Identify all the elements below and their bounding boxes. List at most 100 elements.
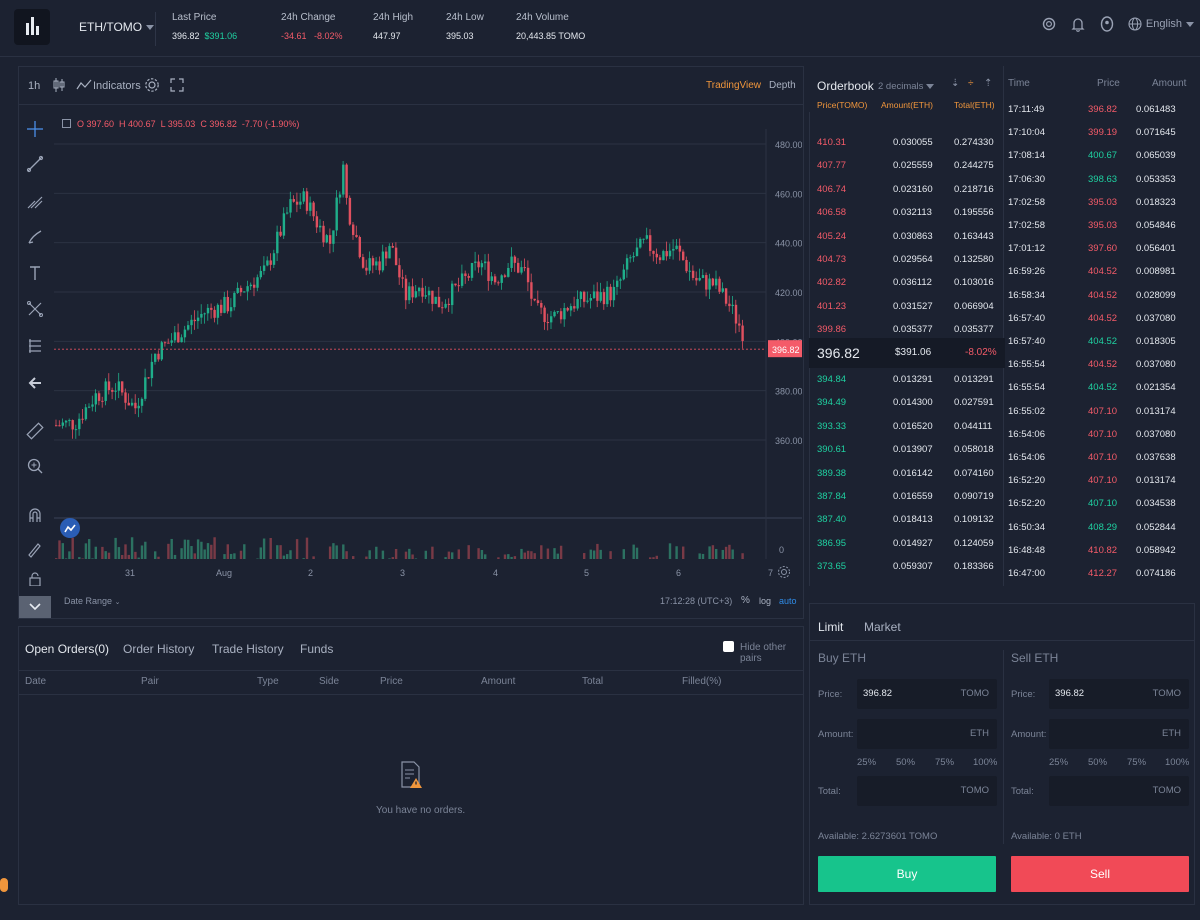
gear-icon[interactable] <box>144 77 160 96</box>
buy-price-input[interactable]: 396.82 TOMO <box>857 679 997 709</box>
trend-line-icon[interactable] <box>26 155 44 173</box>
volume-bar <box>365 556 368 559</box>
bid-row[interactable]: 373.65 0.059307 0.183366 <box>817 555 995 578</box>
pct-75-button[interactable]: 75% <box>935 757 955 768</box>
indicators-icon[interactable] <box>76 78 92 95</box>
language-selector[interactable]: English <box>1128 17 1194 31</box>
tab-market[interactable]: Market <box>864 620 901 634</box>
prediction-icon[interactable] <box>26 336 44 354</box>
time-cell: 16:55:02 <box>1008 405 1045 417</box>
tab-trade-history[interactable]: Trade History <box>212 642 284 656</box>
pct-100-button[interactable]: 100% <box>973 757 998 768</box>
auto-scale-button[interactable]: auto <box>779 596 797 606</box>
total-cell: 0.132580 <box>954 254 994 265</box>
price-chart[interactable]: 480.00460.00440.00420.00400.00380.00360.… <box>54 129 802 559</box>
crosshair-icon[interactable] <box>26 120 44 138</box>
ask-row[interactable]: 402.82 0.036112 0.103016 <box>817 271 995 294</box>
view-bids-icon[interactable]: ⇣ <box>951 78 960 89</box>
collapse-icon[interactable] <box>62 119 71 128</box>
pitchfork-icon[interactable] <box>26 192 44 210</box>
mid-price: 396.82 <box>817 345 860 361</box>
candles-icon[interactable] <box>52 77 66 96</box>
candle <box>616 275 619 295</box>
pair-selector[interactable]: ETH/TOMO <box>79 20 155 34</box>
bid-row[interactable]: 394.84 0.013291 0.013291 <box>817 368 995 391</box>
ask-row[interactable]: 399.86 0.035377 0.035377 <box>817 318 995 341</box>
volume-bar <box>286 554 289 559</box>
pct-50-button[interactable]: 50% <box>1088 757 1108 768</box>
buy-button[interactable]: Buy <box>818 856 996 892</box>
tab-limit[interactable]: Limit <box>818 620 844 634</box>
pct-25-button[interactable]: 25% <box>857 757 877 768</box>
log-scale-button[interactable]: log <box>759 596 772 606</box>
bid-row[interactable]: 393.33 0.016520 0.044111 <box>817 415 995 438</box>
collapse-toolbar-button[interactable] <box>19 596 51 618</box>
logo-icon[interactable] <box>14 9 50 45</box>
hide-pairs-checkbox[interactable] <box>723 641 734 652</box>
tab-funds[interactable]: Funds <box>300 642 334 656</box>
pct-100-button[interactable]: 100% <box>1165 757 1190 768</box>
lock-pen-icon[interactable] <box>26 540 44 558</box>
col-type: Type <box>257 676 279 687</box>
chart-settings-icon[interactable] <box>777 565 791 582</box>
indicators-button[interactable]: Indicators <box>93 80 141 92</box>
ask-row[interactable]: 404.73 0.029564 0.132580 <box>817 248 995 271</box>
brush-icon[interactable] <box>26 228 44 246</box>
buy-amount-input[interactable]: ETH <box>857 719 997 749</box>
candle-body <box>239 287 243 293</box>
bid-row[interactable]: 386.95 0.014927 0.124059 <box>817 532 995 555</box>
ask-row[interactable]: 405.24 0.030863 0.163443 <box>817 225 995 248</box>
candle-body <box>652 250 655 254</box>
sell-price-input[interactable]: 396.82 TOMO <box>1049 679 1189 709</box>
candle-body <box>272 253 276 265</box>
fullscreen-icon[interactable] <box>170 78 184 95</box>
ask-row[interactable]: 410.31 0.030055 0.274330 <box>817 131 995 154</box>
view-asks-icon[interactable]: ⇡ <box>984 78 993 89</box>
bid-row[interactable]: 394.49 0.014300 0.027591 <box>817 391 995 414</box>
trade-row: 17:11:49 396.82 0.061483 <box>1007 98 1192 121</box>
date-range-button[interactable]: Date Range ⌄ <box>64 596 121 606</box>
pct-50-button[interactable]: 50% <box>896 757 916 768</box>
trade-row: 17:02:58 395.03 0.018323 <box>1007 191 1192 214</box>
ask-row[interactable]: 406.58 0.032113 0.195556 <box>817 201 995 224</box>
sell-total-input[interactable]: TOMO <box>1049 776 1189 806</box>
bid-row[interactable]: 390.61 0.013907 0.058018 <box>817 438 995 461</box>
ask-row[interactable]: 406.74 0.023160 0.218716 <box>817 178 995 201</box>
bid-row[interactable]: 387.40 0.018413 0.109132 <box>817 508 995 531</box>
pattern-icon[interactable] <box>26 300 44 318</box>
buy-total-input[interactable]: TOMO <box>857 776 997 806</box>
support-icon[interactable] <box>1041 16 1057 32</box>
ask-row[interactable]: 407.77 0.025559 0.244275 <box>817 154 995 177</box>
pct-75-button[interactable]: 75% <box>1127 757 1147 768</box>
magnet-icon[interactable] <box>26 506 44 524</box>
sell-button[interactable]: Sell <box>1011 856 1189 892</box>
ruler-icon[interactable] <box>26 422 44 440</box>
candle <box>269 253 272 271</box>
user-icon[interactable] <box>1099 16 1115 32</box>
bid-row[interactable]: 387.84 0.016559 0.090719 <box>817 485 995 508</box>
trade-row: 17:01:12 397.60 0.056401 <box>1007 237 1192 260</box>
candle <box>97 391 101 406</box>
tab-order-history[interactable]: Order History <box>123 642 195 656</box>
volume-bar <box>609 551 612 559</box>
depth-tab[interactable]: Depth <box>769 80 796 91</box>
volume-bar <box>520 548 523 559</box>
pct-25-button[interactable]: 25% <box>1049 757 1069 768</box>
view-both-icon[interactable]: ÷ <box>968 78 974 89</box>
sell-amount-input[interactable]: ETH <box>1049 719 1189 749</box>
back-arrow-icon[interactable] <box>26 374 44 392</box>
lock-icon[interactable] <box>26 572 44 590</box>
candle <box>154 353 157 365</box>
bell-icon[interactable] <box>1070 16 1086 32</box>
text-icon[interactable] <box>26 264 44 282</box>
interval-button[interactable]: 1h <box>28 80 41 92</box>
percent-scale-button[interactable]: % <box>741 595 750 606</box>
zoom-in-icon[interactable] <box>26 457 44 475</box>
bid-row[interactable]: 389.38 0.016142 0.074160 <box>817 462 995 485</box>
tab-open-orders[interactable]: Open Orders(0) <box>25 642 110 656</box>
amount-cell: 0.061483 <box>1136 104 1176 115</box>
candle-body <box>550 316 553 323</box>
decimals-selector[interactable]: 2 decimals <box>878 81 935 92</box>
ask-row[interactable]: 401.23 0.031527 0.066904 <box>817 295 995 318</box>
tradingview-tab[interactable]: TradingView <box>706 80 762 91</box>
